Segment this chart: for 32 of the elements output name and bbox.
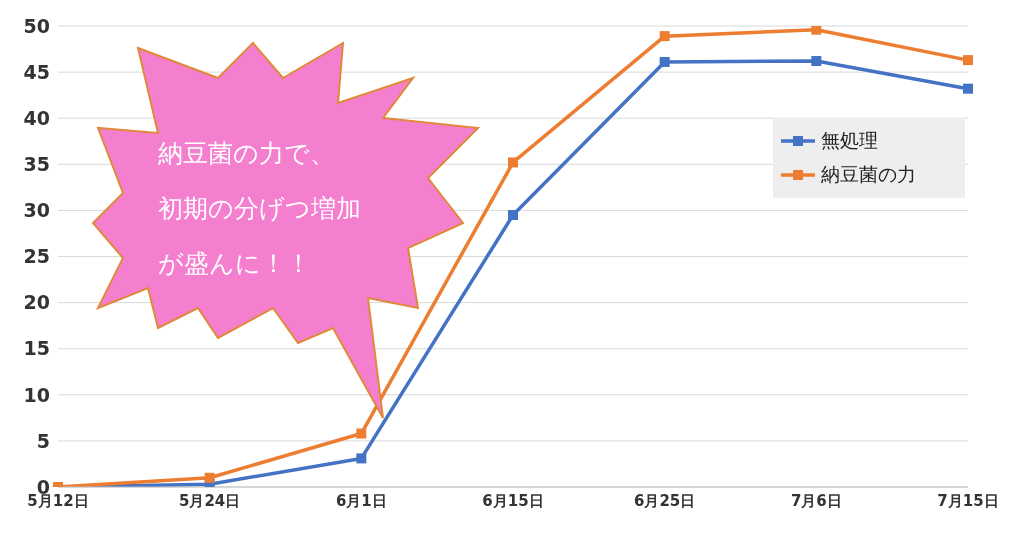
legend-label: 無処理 bbox=[821, 128, 878, 153]
x-tick-label: 6月25日 bbox=[634, 491, 696, 510]
x-tick-label: 5月24日 bbox=[179, 491, 241, 510]
x-tick-label: 7月15日 bbox=[937, 491, 999, 510]
y-tick-label: 40 bbox=[23, 106, 50, 129]
point bbox=[204, 472, 215, 483]
point bbox=[811, 26, 822, 35]
point bbox=[811, 56, 822, 67]
annotation: 納豆菌の力で、 bbox=[158, 139, 335, 168]
point bbox=[659, 31, 670, 42]
y-tick-label: 35 bbox=[23, 153, 50, 176]
point bbox=[508, 157, 518, 168]
y-tick-label: 10 bbox=[23, 383, 50, 406]
y-tick-label: 20 bbox=[23, 291, 50, 314]
legend-label: 納豆菌の力 bbox=[821, 162, 916, 187]
y-tick-label: 25 bbox=[23, 245, 50, 268]
annotation: が盛んに！！ bbox=[158, 249, 311, 278]
y-tick-label: 50 bbox=[23, 14, 50, 37]
point bbox=[356, 453, 367, 464]
annotation: 初期の分げつ増加 bbox=[158, 194, 361, 223]
x-tick-label: 6月15日 bbox=[482, 491, 544, 510]
x-tick-label: 6月1日 bbox=[335, 491, 387, 510]
point bbox=[963, 83, 973, 94]
x-tick-label: 7月6日 bbox=[790, 491, 842, 510]
y-tick-label: 5 bbox=[36, 429, 50, 452]
point bbox=[508, 210, 518, 221]
y-tick-label: 45 bbox=[23, 60, 50, 83]
y-tick-label: 15 bbox=[23, 337, 50, 360]
point bbox=[963, 55, 973, 66]
point bbox=[659, 56, 670, 67]
point bbox=[356, 428, 367, 439]
y-tick-label: 30 bbox=[23, 199, 50, 222]
